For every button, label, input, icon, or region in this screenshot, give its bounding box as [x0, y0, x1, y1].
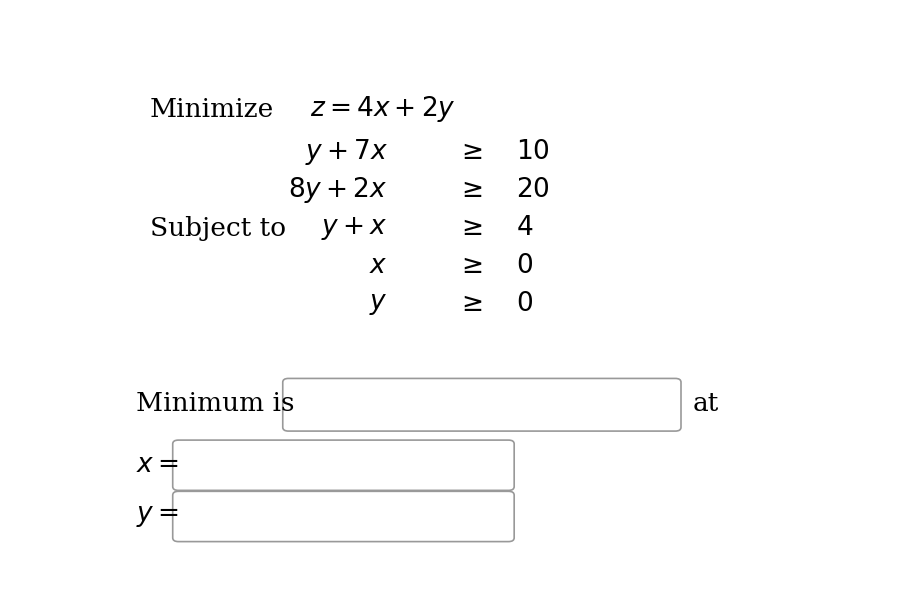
Text: $\geq$: $\geq$ [456, 139, 483, 165]
Text: $\geq$: $\geq$ [456, 291, 483, 317]
Text: $10$: $10$ [516, 139, 550, 165]
Text: $y + 7x$: $y + 7x$ [304, 137, 387, 167]
Text: $y + x$: $y + x$ [322, 214, 387, 241]
Text: $8y + 2x$: $8y + 2x$ [289, 175, 387, 205]
Text: $0$: $0$ [516, 291, 532, 317]
FancyBboxPatch shape [173, 492, 514, 541]
Text: $\geq$: $\geq$ [456, 177, 483, 203]
Text: $z = 4x + 2y$: $z = 4x + 2y$ [310, 94, 455, 124]
Text: Minimum is: Minimum is [136, 391, 294, 416]
Text: Minimize: Minimize [150, 97, 274, 122]
Text: $\geq$: $\geq$ [456, 215, 483, 241]
Text: $y =$: $y =$ [136, 503, 179, 529]
Text: $\geq$: $\geq$ [456, 253, 483, 279]
Text: $x$: $x$ [369, 253, 387, 279]
Text: $20$: $20$ [516, 177, 550, 203]
Text: $x =$: $x =$ [136, 452, 179, 478]
FancyBboxPatch shape [173, 440, 514, 490]
Text: $4$: $4$ [516, 215, 533, 241]
FancyBboxPatch shape [283, 378, 681, 431]
Text: Subject to: Subject to [150, 216, 286, 241]
Text: $0$: $0$ [516, 253, 532, 279]
Text: at: at [693, 391, 719, 416]
Text: $y$: $y$ [369, 291, 387, 317]
